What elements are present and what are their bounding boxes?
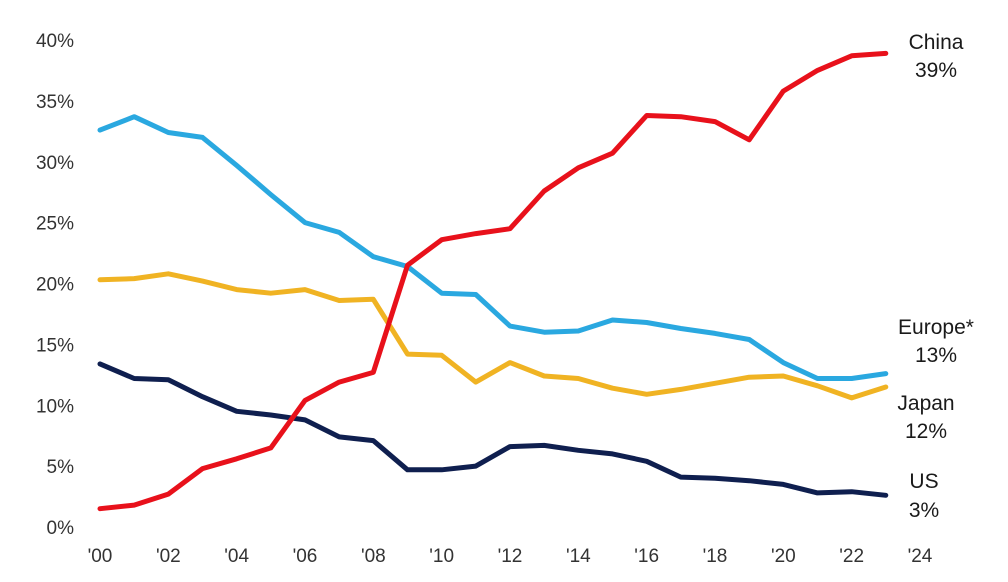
end-labels: China 39% Europe* 13% Japan 12% US 3% xyxy=(897,31,974,522)
label-japan-name: Japan xyxy=(897,392,954,415)
x-tick-label: '22 xyxy=(839,546,864,567)
x-tick-label: '16 xyxy=(634,546,659,567)
y-tick-label: 35% xyxy=(36,92,74,113)
y-tick-label: 20% xyxy=(36,275,74,296)
y-tick-label: 15% xyxy=(36,335,74,356)
x-tick-label: '20 xyxy=(771,546,796,567)
label-europe-name: Europe* xyxy=(898,316,974,339)
x-tick-label: '00 xyxy=(88,546,113,567)
y-axis: 0% 5% 10% 15% 20% 25% 30% 35% 40% xyxy=(36,31,74,539)
series-lines xyxy=(97,50,889,512)
label-china-name: China xyxy=(909,31,964,54)
label-us-value: 3% xyxy=(909,499,939,522)
x-tick-label: '06 xyxy=(293,546,318,567)
series-line-japan xyxy=(97,271,889,401)
x-tick-label: '02 xyxy=(156,546,181,567)
label-us-name: US xyxy=(909,470,938,493)
y-tick-label: 0% xyxy=(47,518,75,539)
y-tick-label: 25% xyxy=(36,214,74,235)
y-tick-label: 5% xyxy=(47,457,75,478)
x-tick-label: '24 xyxy=(908,546,933,567)
series-line-us xyxy=(97,361,889,498)
x-axis: '00 '02 '04 '06 '08 '10 '12 '14 '16 '18 '20 '22 '24 xyxy=(88,546,933,567)
y-tick-label: 10% xyxy=(36,396,74,417)
series-line-china xyxy=(97,50,889,512)
x-tick-label: '18 xyxy=(703,546,728,567)
x-tick-label: '04 xyxy=(224,546,249,567)
y-tick-label: 30% xyxy=(36,153,74,174)
y-tick-label: 40% xyxy=(36,31,74,52)
label-china-value: 39% xyxy=(915,59,957,82)
x-tick-label: '12 xyxy=(498,546,523,567)
label-europe-value: 13% xyxy=(915,344,957,367)
x-tick-label: '08 xyxy=(361,546,386,567)
series-line-europe xyxy=(97,114,889,381)
x-tick-label: '14 xyxy=(566,546,591,567)
x-tick-label: '10 xyxy=(429,546,454,567)
label-japan-value: 12% xyxy=(905,420,947,443)
